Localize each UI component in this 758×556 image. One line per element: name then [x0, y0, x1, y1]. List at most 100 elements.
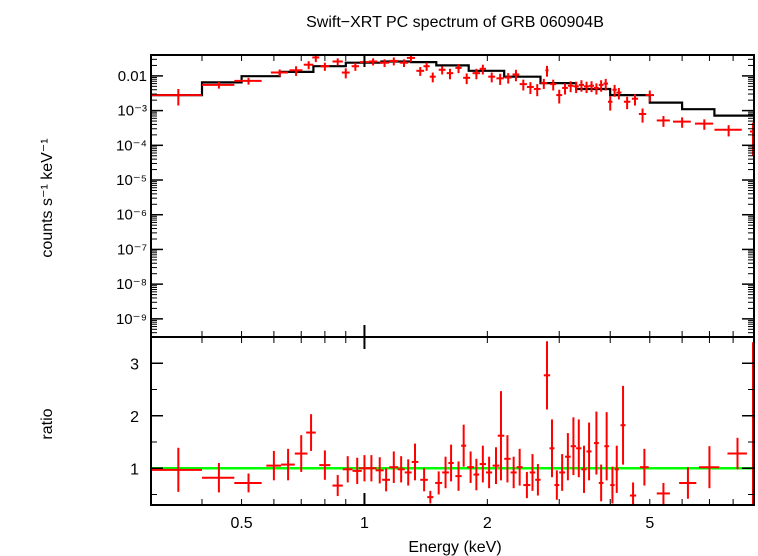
ratio-data-point — [397, 456, 405, 483]
ratio-data-point — [473, 458, 480, 491]
ratio-data-point — [442, 456, 449, 489]
top-data-point — [379, 59, 390, 68]
top-data-point — [455, 64, 462, 74]
top-data-point — [151, 88, 203, 106]
top-data-point — [341, 68, 350, 79]
ratio-data-point — [411, 443, 419, 481]
top-data-point — [584, 81, 590, 94]
x-tick-label: 0.5 — [230, 515, 252, 532]
ratio-data-point — [427, 490, 434, 504]
ratio-data-point — [549, 419, 555, 478]
bottom-y-tick-label: 3 — [130, 356, 139, 373]
top-data-point — [567, 81, 574, 93]
ratio-data-point — [598, 464, 604, 502]
top-data-point — [694, 119, 714, 130]
bottom-panel: 1 2 3 0.5 1 2 5 — [130, 336, 755, 532]
ratio-data-point — [455, 461, 462, 491]
top-data-point — [438, 66, 446, 75]
top-data-point — [202, 81, 235, 89]
top-data-point — [479, 64, 487, 75]
ratio-data-point — [375, 457, 384, 484]
top-data-point — [623, 96, 631, 110]
ratio-data-point — [535, 464, 541, 496]
ratio-data-point — [529, 454, 536, 491]
top-data-point — [472, 68, 481, 80]
ratio-data-point — [586, 422, 592, 481]
ratio-data-point — [699, 446, 720, 489]
ratio-data-point — [342, 456, 353, 483]
top-data-point — [556, 89, 563, 104]
top-data-point — [463, 73, 471, 85]
x-axis-label: Energy (keV) — [408, 539, 501, 556]
top-data-point — [406, 55, 416, 63]
top-data-point — [320, 62, 330, 71]
top-data-point — [332, 58, 343, 66]
top-data-point — [368, 58, 378, 66]
ratio-data-point — [448, 444, 454, 482]
model-histogram — [151, 60, 754, 117]
top-y-tick-label: 10⁻⁷ — [117, 241, 147, 258]
ratio-data-point — [382, 468, 391, 492]
top-data-point — [714, 125, 742, 137]
top-data-point — [423, 62, 430, 71]
ratio-data-point — [604, 412, 609, 481]
top-data-point — [519, 79, 527, 91]
ratio-data-point — [352, 457, 362, 484]
top-data-point — [562, 83, 568, 95]
top-data-point — [673, 117, 691, 128]
top-y-tick-label: 10⁻⁵ — [116, 172, 147, 189]
top-data-point — [526, 82, 534, 95]
x-tick-label: 5 — [645, 515, 654, 532]
bottom-y-axis-label: ratio — [39, 408, 56, 439]
ratio-data-point — [306, 414, 316, 451]
top-data-point — [446, 68, 454, 80]
top-y-tick-label: 10⁻³ — [117, 103, 147, 120]
top-data-point — [656, 115, 670, 127]
top-data-point — [631, 94, 639, 106]
top-data-point — [593, 83, 599, 95]
ratio-data-point — [639, 448, 649, 486]
top-data-point — [645, 90, 654, 102]
ratio-data-point — [467, 451, 474, 483]
top-data-point — [550, 79, 557, 91]
ratio-data-point — [581, 445, 587, 493]
bottom-plot-frame — [150, 336, 755, 506]
top-y-tick-label: 10⁻⁶ — [116, 207, 147, 224]
ratio-data-point — [656, 482, 670, 504]
top-data-point — [603, 78, 608, 91]
ratio-data-point — [202, 463, 235, 493]
top-data-point — [234, 77, 262, 85]
top-data-point — [270, 69, 289, 77]
ratio-data-point — [510, 456, 517, 489]
ratio-data-point — [404, 459, 412, 486]
ratio-data-point — [629, 482, 637, 505]
top-data-point — [533, 84, 541, 97]
top-data-point — [504, 73, 512, 84]
ratio-data-point — [620, 385, 626, 465]
ratio-data-point — [614, 445, 619, 493]
ratio-data-point — [523, 471, 531, 499]
ratio-data-point — [479, 445, 487, 483]
top-data-point — [389, 57, 399, 66]
ratio-data-point — [366, 455, 377, 482]
ratio-data-point — [281, 448, 295, 481]
ratio-data-point — [565, 433, 571, 481]
ratio-data-point — [610, 466, 615, 504]
top-data-point — [616, 87, 622, 100]
ratio-data-point — [389, 451, 399, 483]
ratio-data-point — [435, 471, 443, 495]
top-data-point — [540, 78, 547, 89]
bottom-y-tick-label: 2 — [130, 409, 139, 426]
ratio-data-point — [234, 473, 262, 493]
top-y-tick-label: 10⁻⁸ — [116, 276, 147, 293]
ratio-data-point — [576, 419, 582, 478]
top-y-axis-label: counts s⁻¹ keV⁻¹ — [39, 138, 56, 257]
ratio-data-point — [570, 417, 577, 476]
top-data-point — [312, 55, 320, 63]
ratio-data-point — [266, 450, 282, 481]
x-tick-label: 1 — [360, 515, 369, 532]
ratio-data-point — [516, 448, 523, 486]
ratio-data-point — [461, 424, 467, 467]
